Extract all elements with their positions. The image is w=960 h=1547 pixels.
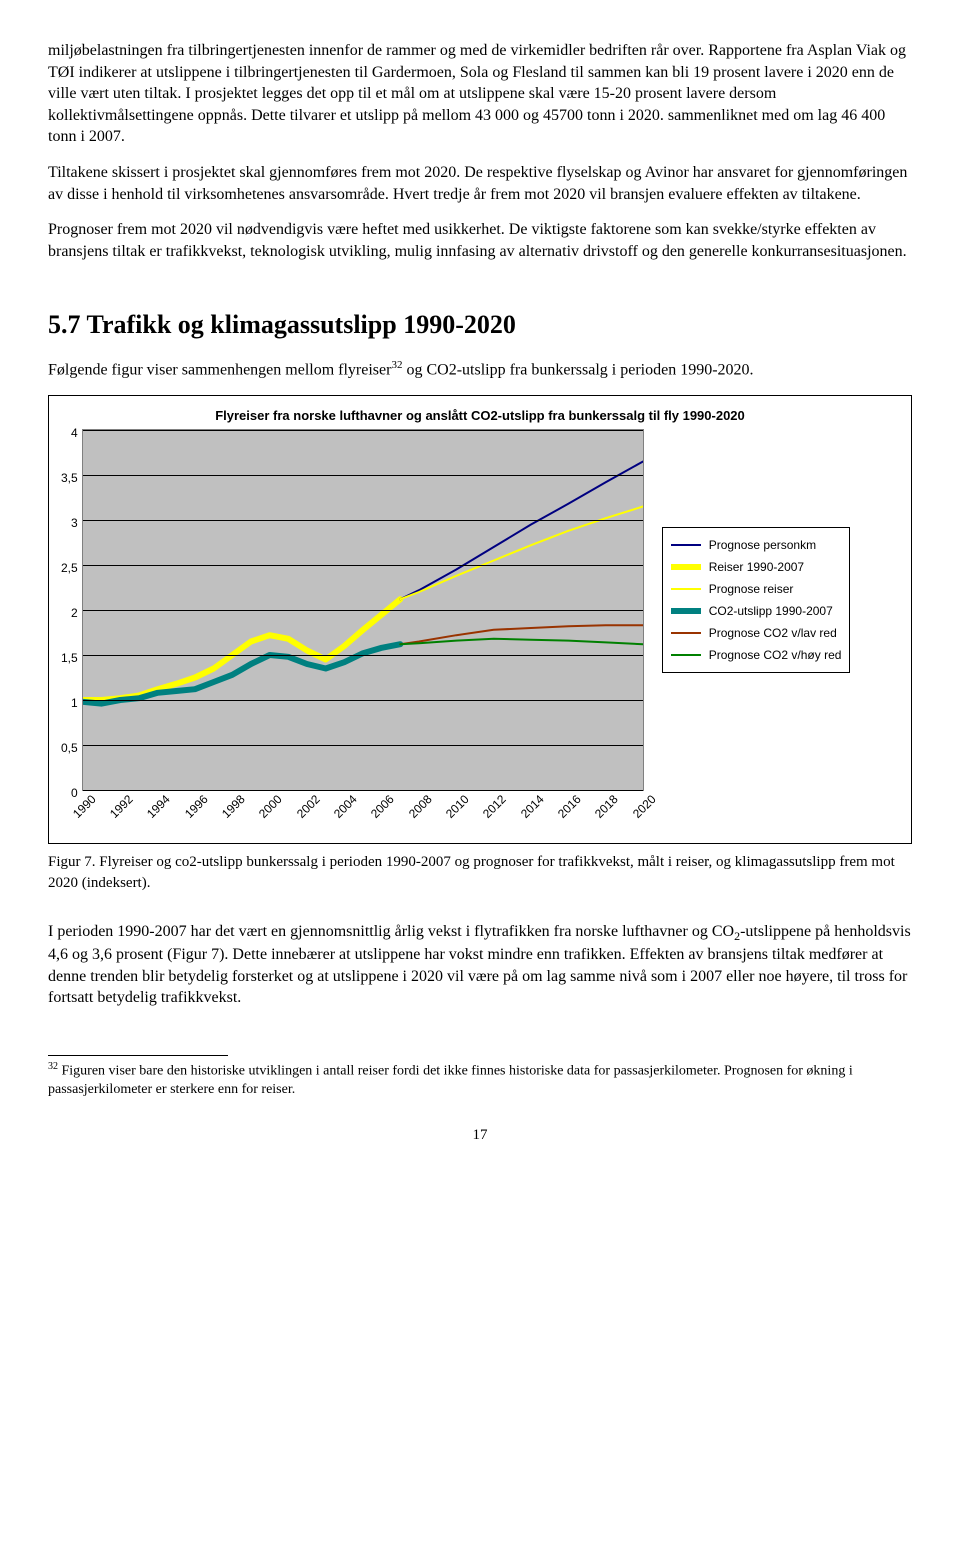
x-tick-label: 2006 [368, 792, 397, 821]
x-tick-label: 2004 [331, 792, 360, 821]
legend-item: Prognose personkm [671, 534, 842, 556]
x-tick-label: 2010 [443, 792, 472, 821]
series-reiser_hist [83, 599, 400, 700]
series-prog_co2_hoy [400, 639, 643, 644]
chart-container: Flyreiser fra norske lufthavner og anslå… [48, 395, 912, 844]
y-axis-labels: 43,532,521,510,50 [61, 433, 82, 793]
chart-plot-area [82, 429, 644, 791]
figure-caption: Figur 7. Flyreiser og co2-utslipp bunker… [48, 852, 912, 893]
legend-label: Prognose CO2 v/lav red [709, 626, 837, 640]
x-tick-label: 2018 [592, 792, 621, 821]
gridline [83, 475, 643, 476]
x-tick-label: 1998 [219, 792, 248, 821]
gridline [83, 790, 643, 791]
legend-swatch [671, 608, 701, 614]
legend-label: Prognose reiser [709, 582, 794, 596]
legend-item: Reiser 1990-2007 [671, 556, 842, 578]
legend-item: Prognose reiser [671, 578, 842, 600]
page-number: 17 [48, 1127, 912, 1144]
gridline [83, 430, 643, 431]
legend-label: Reiser 1990-2007 [709, 560, 804, 574]
legend-label: CO2-utslipp 1990-2007 [709, 604, 833, 618]
body-paragraph: Følgende figur viser sammenhengen mellom… [48, 358, 912, 381]
gridline [83, 745, 643, 746]
chart-title: Flyreiser fra norske lufthavner og anslå… [61, 408, 899, 423]
body-paragraph: Tiltakene skissert i prosjektet skal gje… [48, 162, 912, 205]
body-paragraph: Prognoser frem mot 2020 vil nødvendigvis… [48, 219, 912, 262]
footnote-text: Figuren viser bare den historiske utvikl… [48, 1064, 853, 1097]
text: I perioden 1990-2007 har det vært en gje… [48, 923, 734, 940]
x-tick-label: 2014 [518, 792, 547, 821]
footnote-separator [48, 1055, 228, 1056]
x-tick-label: 1996 [182, 792, 211, 821]
legend-item: CO2-utslipp 1990-2007 [671, 600, 842, 622]
legend-swatch [671, 588, 701, 590]
legend-label: Prognose personkm [709, 538, 816, 552]
body-paragraph: miljøbelastningen fra tilbringertjeneste… [48, 40, 912, 148]
section-heading: 5.7 Trafikk og klimagassutslipp 1990-202… [48, 310, 912, 340]
footnote-number: 32 [48, 1061, 58, 1072]
legend-item: Prognose CO2 v/høy red [671, 644, 842, 666]
x-tick-label: 2020 [630, 792, 659, 821]
legend-swatch [671, 654, 701, 656]
chart-legend: Prognose personkm Reiser 1990-2007 Prognos… [662, 527, 851, 673]
x-tick-label: 1992 [107, 792, 136, 821]
footnote: 32 Figuren viser bare den historiske utv… [48, 1060, 912, 1099]
x-tick-label: 1994 [144, 792, 173, 821]
series-prog_personkm [400, 462, 643, 600]
x-tick-label: 2012 [480, 792, 509, 821]
gridline [83, 655, 643, 656]
legend-item: Prognose CO2 v/lav red [671, 622, 842, 644]
text: og CO2-utslipp fra bunkerssalg i periode… [402, 362, 753, 379]
x-axis-labels: 1990199219941996199820002002200420062008… [82, 793, 642, 831]
gridline [83, 565, 643, 566]
legend-label: Prognose CO2 v/høy red [709, 648, 842, 662]
text: Følgende figur viser sammenhengen mellom… [48, 362, 391, 379]
x-tick-label: 2000 [256, 792, 285, 821]
legend-swatch [671, 544, 701, 546]
x-tick-label: 2008 [406, 792, 435, 821]
legend-swatch [671, 564, 701, 570]
gridline [83, 520, 643, 521]
gridline [83, 700, 643, 701]
x-tick-label: 2016 [555, 792, 584, 821]
gridline [83, 610, 643, 611]
legend-swatch [671, 632, 701, 634]
body-paragraph: I perioden 1990-2007 har det vært en gje… [48, 921, 912, 1009]
x-tick-label: 2002 [294, 792, 323, 821]
footnote-ref: 32 [391, 359, 402, 371]
